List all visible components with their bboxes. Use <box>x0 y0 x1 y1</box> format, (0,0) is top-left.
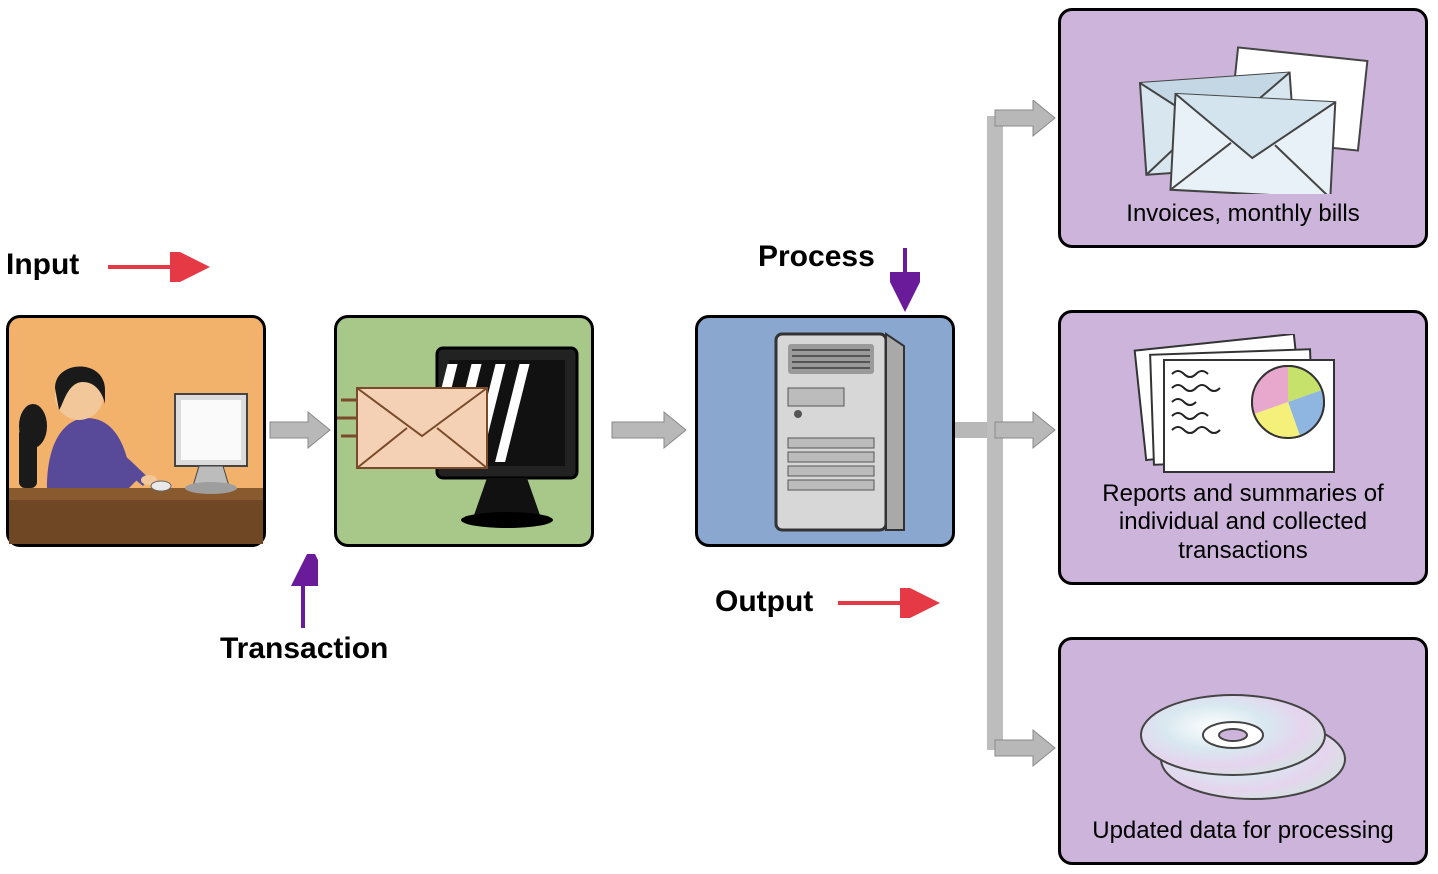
arrow-output <box>838 588 948 618</box>
envelopes-icon <box>1113 44 1373 194</box>
node-process <box>695 315 955 547</box>
flow-branch <box>955 100 1060 780</box>
node-transaction <box>334 315 594 547</box>
cds-icon <box>1123 681 1363 811</box>
arrow-process <box>890 248 920 312</box>
arrow-input <box>108 252 218 282</box>
label-output: Output <box>715 585 813 619</box>
label-input-text: Input <box>6 248 79 281</box>
label-process-text: Process <box>758 240 875 273</box>
node-output-data: Updated data for processing <box>1058 637 1428 865</box>
label-process: Process <box>758 240 875 274</box>
caption-data: Updated data for processing <box>1092 817 1394 846</box>
flow-arrow-2 <box>610 410 690 450</box>
caption-reports: Reports and summaries of individual and … <box>1075 480 1411 566</box>
node-user-input <box>6 315 266 547</box>
label-output-text: Output <box>715 585 813 618</box>
flow-arrow-1 <box>268 410 334 450</box>
label-input: Input <box>6 248 79 282</box>
node-output-reports: Reports and summaries of individual and … <box>1058 310 1428 585</box>
person-at-computer-icon <box>9 318 263 544</box>
server-tower-icon <box>698 318 952 544</box>
label-transaction-text: Transaction <box>220 632 388 665</box>
node-output-invoices: Invoices, monthly bills <box>1058 8 1428 248</box>
reports-pie-icon <box>1118 334 1368 474</box>
label-transaction: Transaction <box>220 632 388 666</box>
arrow-transaction <box>288 554 318 628</box>
envelope-monitor-icon <box>337 318 591 544</box>
caption-invoices: Invoices, monthly bills <box>1126 200 1359 229</box>
